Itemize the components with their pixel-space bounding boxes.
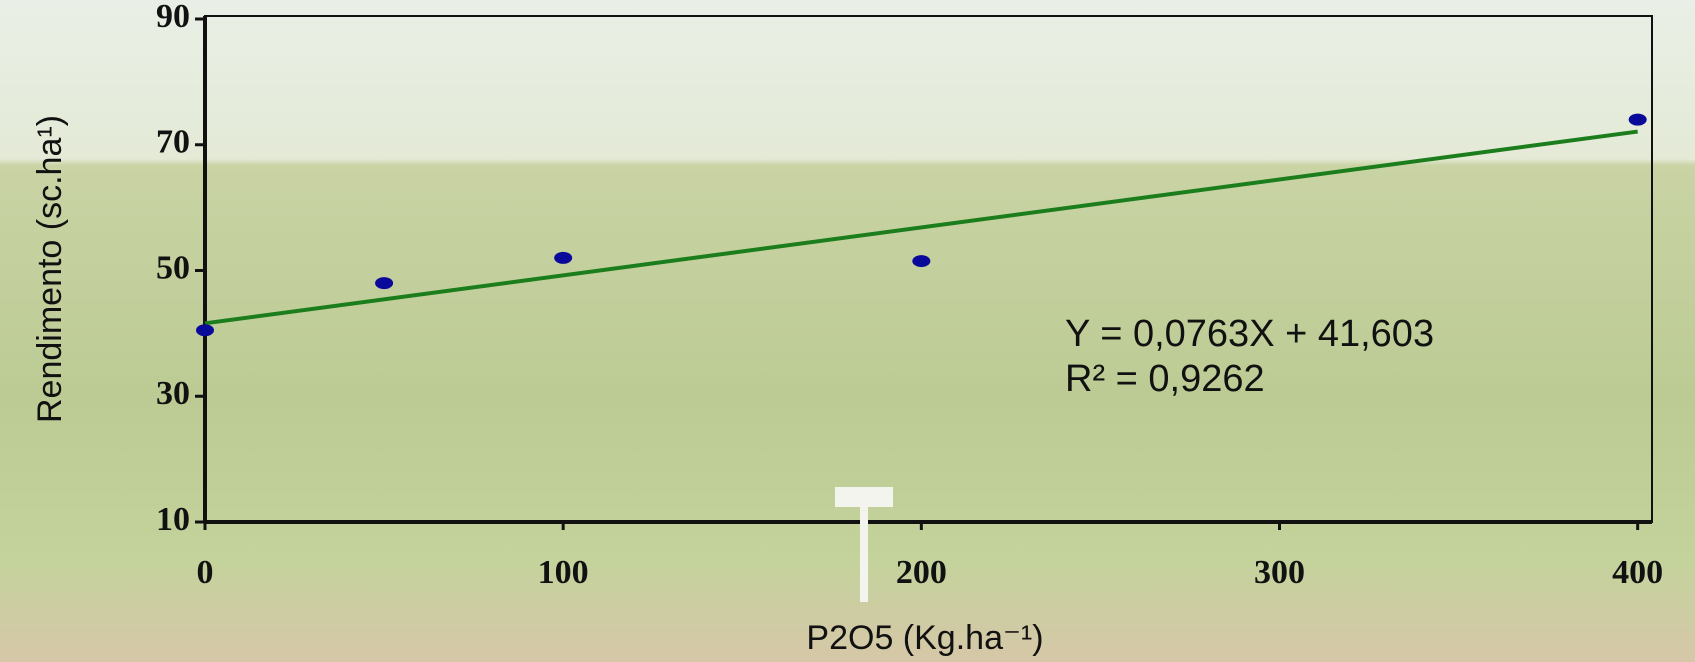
x-axis-label: P2O5 (Kg.ha⁻¹) (806, 619, 1043, 657)
y-tick-label: 90 (156, 0, 190, 35)
point (196, 324, 214, 336)
point (1629, 114, 1647, 126)
equation: Y = 0,0763X + 41,603 (1065, 313, 1434, 355)
x-tick-label: 300 (1254, 554, 1305, 591)
y-tick-label: 70 (156, 124, 190, 161)
sign (835, 487, 893, 507)
sign-post (860, 507, 868, 602)
point (912, 255, 930, 267)
x-tick-label: 100 (538, 554, 589, 591)
chart: P2O5 (Kg.ha⁻¹) Rendimento (sc.ha¹) Y = 0… (0, 0, 1695, 662)
y-tick-label: 30 (156, 375, 190, 412)
x-tick-label: 400 (1612, 554, 1663, 591)
y-tick-label: 50 (156, 249, 190, 286)
y-tick-label: 10 (156, 501, 190, 538)
x-tick-label: 0 (197, 554, 214, 591)
y-axis-label: Rendimento (sc.ha¹) (31, 115, 69, 423)
point (554, 252, 572, 264)
background (0, 0, 1695, 662)
r-squared: R² = 0,9262 (1065, 358, 1265, 400)
point (375, 277, 393, 289)
x-tick-label: 200 (896, 554, 947, 591)
